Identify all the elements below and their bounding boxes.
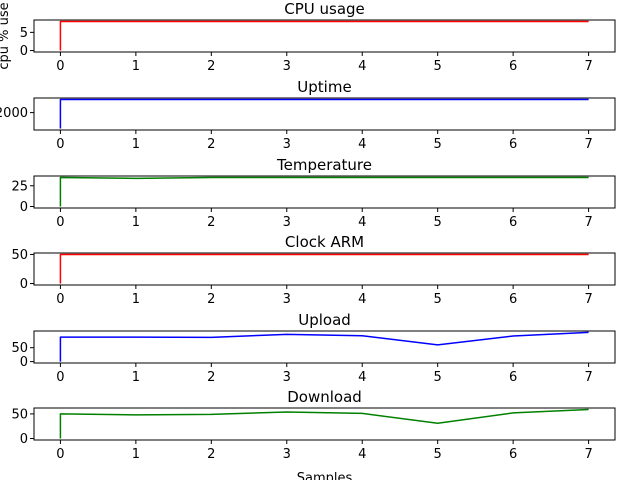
x-tick-label: 6 xyxy=(509,215,517,230)
x-tick-label: 1 xyxy=(132,59,140,74)
panel-2: Temperature 0 1 2 3 4 5 6 7 0 25 xyxy=(11,156,616,230)
panel-title-2: Temperature xyxy=(276,156,372,174)
x-tick-label: 6 xyxy=(509,137,517,152)
x-tick-label: 5 xyxy=(434,215,442,230)
x-tick-label: 2 xyxy=(207,370,215,385)
x-tick-label: 1 xyxy=(132,370,140,385)
x-tick-label: 0 xyxy=(56,137,64,152)
axes-frame-4 xyxy=(33,330,616,364)
x-tick-label: 2 xyxy=(207,292,215,307)
y-tick-label: 0 xyxy=(20,277,28,292)
panel-title-3: Clock ARM xyxy=(285,233,364,251)
axes-frame-0 xyxy=(33,19,616,53)
x-tick-label: 4 xyxy=(358,137,366,152)
x-tick-label: 3 xyxy=(283,370,291,385)
x-tick-label: 0 xyxy=(56,215,64,230)
y-tick-label: 5 xyxy=(20,26,28,41)
y-tick-label: 50 xyxy=(11,341,28,356)
x-tick-label: 0 xyxy=(56,59,64,74)
series-line-5 xyxy=(59,408,589,439)
panel-3: Clock ARM 0 1 2 3 4 5 6 7 0 50 xyxy=(11,233,616,307)
y-tick-label: 2000 xyxy=(0,106,28,121)
x-tick-label: 3 xyxy=(283,59,291,74)
series-line-4 xyxy=(59,331,589,362)
x-tick-label: 6 xyxy=(509,59,517,74)
x-tick-label: 5 xyxy=(434,370,442,385)
y-axis-label-0: cpu % use xyxy=(0,2,12,69)
panel-title-5: Download xyxy=(287,388,362,406)
x-tick-label: 5 xyxy=(434,137,442,152)
series-line-1 xyxy=(59,98,589,129)
y-tick-label: 0 xyxy=(20,355,28,370)
x-tick-label: 1 xyxy=(132,215,140,230)
panel-1: Uptime 0 1 2 3 4 5 6 7 2000 xyxy=(0,78,616,152)
y-tick-label: 0 xyxy=(20,200,28,215)
panel-title-0: CPU usage xyxy=(284,0,365,18)
x-tick-label: 5 xyxy=(434,59,442,74)
x-tick-label: 1 xyxy=(132,447,140,462)
x-tick-label: 7 xyxy=(584,292,592,307)
axes-frame-2 xyxy=(33,175,616,209)
y-tick-label: 50 xyxy=(11,407,28,422)
series-line-0 xyxy=(59,20,589,51)
y-tick-label: 0 xyxy=(20,44,28,59)
panel-0: CPU usage 0 1 2 3 4 5 6 7 0 5 cpu % use xyxy=(0,0,616,74)
panel-title-4: Upload xyxy=(298,311,351,329)
x-tick-label: 2 xyxy=(207,137,215,152)
x-tick-label: 0 xyxy=(56,447,64,462)
x-tick-label: 0 xyxy=(56,292,64,307)
x-tick-label: 0 xyxy=(56,370,64,385)
x-tick-label: 1 xyxy=(132,292,140,307)
x-tick-label: 2 xyxy=(207,215,215,230)
x-axis-label: Samples xyxy=(297,471,353,480)
x-tick-label: 4 xyxy=(358,292,366,307)
x-tick-label: 6 xyxy=(509,292,517,307)
y-tick-label: 50 xyxy=(11,248,28,263)
axes-frame-5 xyxy=(33,407,616,441)
x-tick-label: 3 xyxy=(283,447,291,462)
x-tick-label: 1 xyxy=(132,137,140,152)
x-tick-label: 3 xyxy=(283,137,291,152)
y-tick-label: 25 xyxy=(11,179,28,194)
x-tick-label: 4 xyxy=(358,447,366,462)
x-tick-label: 5 xyxy=(434,447,442,462)
series-line-2 xyxy=(59,176,589,207)
x-tick-label: 7 xyxy=(584,447,592,462)
x-tick-label: 2 xyxy=(207,59,215,74)
series-line-3 xyxy=(59,253,589,284)
x-tick-label: 7 xyxy=(584,137,592,152)
x-tick-label: 7 xyxy=(584,370,592,385)
y-tick-label: 0 xyxy=(20,432,28,447)
axes-frame-3 xyxy=(33,252,616,286)
x-tick-label: 6 xyxy=(509,370,517,385)
panel-5: Download 0 1 2 3 4 5 6 7 0 50 xyxy=(11,388,616,462)
x-tick-label: 4 xyxy=(358,370,366,385)
x-tick-label: 4 xyxy=(358,215,366,230)
x-tick-label: 7 xyxy=(584,215,592,230)
x-tick-label: 5 xyxy=(434,292,442,307)
x-tick-label: 3 xyxy=(283,292,291,307)
axes-frame-1 xyxy=(33,97,616,131)
x-tick-label: 3 xyxy=(283,215,291,230)
panel-title-1: Uptime xyxy=(297,78,351,96)
x-tick-label: 7 xyxy=(584,59,592,74)
x-tick-label: 2 xyxy=(207,447,215,462)
x-tick-label: 4 xyxy=(358,59,366,74)
x-tick-label: 6 xyxy=(509,447,517,462)
